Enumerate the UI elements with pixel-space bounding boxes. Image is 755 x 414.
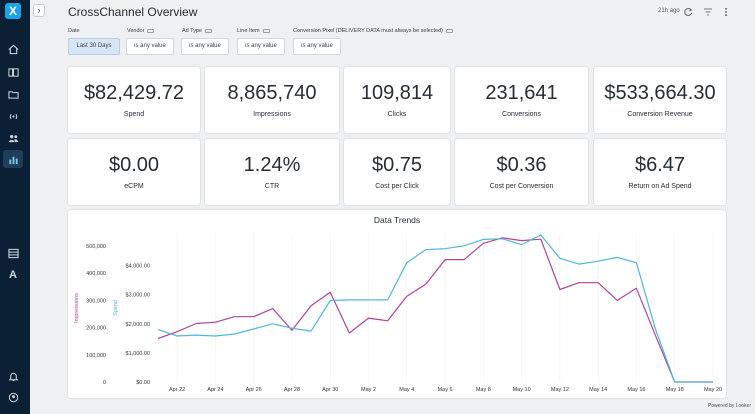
- x-tick-label: May 10: [513, 387, 531, 393]
- folder-icon[interactable]: [3, 85, 23, 103]
- x-tick-label: Apr 26: [246, 387, 262, 393]
- kpi-label: Impressions: [253, 111, 291, 118]
- kpi-value: $533,664.30: [604, 82, 716, 104]
- filter-label-line-item: Line Item: [237, 28, 270, 34]
- x-tick-label: Apr 28: [284, 387, 300, 393]
- x-tick-label: May 6: [438, 387, 453, 393]
- data-trends-panel: Data Trends Apr 22 Apr 24 Apr 26 Apr 28 Apr …: [68, 210, 726, 398]
- kpi-label: Return on Ad Spend: [628, 183, 692, 190]
- y-left-tick-label: 0: [103, 380, 106, 386]
- kpi-label: eCPM: [124, 183, 144, 190]
- chart-icon[interactable]: [3, 150, 23, 168]
- filter-label-vendor: Vendor: [127, 28, 155, 34]
- font-icon[interactable]: A: [9, 269, 17, 281]
- kpi-tile-ctr: 1.24% CTR: [205, 139, 339, 205]
- y-left-tick-label: 100,000: [86, 353, 106, 359]
- kpi-value: $6.47: [634, 154, 686, 176]
- kpi-value: 109,814: [360, 82, 434, 104]
- kpi-tile-impressions: 8,865,740 Impressions: [205, 67, 339, 133]
- filter-line-item-button[interactable]: is any value: [237, 38, 285, 55]
- kpi-label: Cost per Conversion: [489, 183, 554, 190]
- kpi-value: $0.75: [371, 154, 423, 176]
- x-tick-label: May 8: [476, 387, 491, 393]
- filter-icon[interactable]: [703, 7, 713, 17]
- book-icon[interactable]: [3, 63, 23, 81]
- y-right-tick-label: $2,000.00: [126, 322, 150, 328]
- help-icon[interactable]: [3, 388, 23, 406]
- more-options-icon[interactable]: [721, 7, 731, 17]
- y-left-tick-label: 400,000: [86, 271, 106, 277]
- x-tick-label: May 2: [361, 387, 376, 393]
- people-icon[interactable]: [3, 129, 23, 147]
- kpi-value: 231,641: [485, 82, 558, 104]
- kpi-label: Spend: [123, 111, 145, 118]
- kpi-value: $82,429.72: [83, 82, 185, 104]
- x-tick-label: May 20: [704, 387, 722, 393]
- table-icon[interactable]: [3, 244, 23, 262]
- y-right-tick-label: $0.00: [136, 380, 150, 386]
- bell-icon[interactable]: [3, 367, 23, 385]
- kpi-value: 8,865,740: [227, 82, 317, 104]
- kpi-label: Conversion Revenue: [627, 111, 693, 118]
- filter-label-ad-type: Ad Type: [182, 28, 213, 34]
- filter-tag-icon: [147, 29, 155, 33]
- sidebar-toggle-button[interactable]: ›: [33, 4, 45, 17]
- y-left-tick-label: 500,000: [86, 244, 106, 250]
- x-tick-label: Apr 24: [207, 387, 223, 393]
- y-right-axis-title: Spend: [113, 300, 119, 316]
- page-title: CrossChannel Overview: [68, 5, 198, 19]
- kpi-tile-conversions: 231,641 Conversions: [455, 67, 588, 133]
- y-right-tick-label: $4,000.00: [126, 264, 150, 270]
- kpi-tile-conversion-revenue: $533,664.30 Conversion Revenue: [594, 67, 726, 133]
- x-tick-label: Apr 22: [169, 387, 185, 393]
- filter-tag-icon: [446, 29, 453, 33]
- last-updated-text: 21h ago: [658, 8, 680, 14]
- y-right-tick-label: $1,000.00: [126, 351, 150, 357]
- filter-ad-type-button[interactable]: is any value: [181, 38, 229, 55]
- x-tick-label: May 4: [399, 387, 414, 393]
- x-tick-label: May 12: [551, 387, 569, 393]
- kpi-label: Cost per Click: [375, 183, 419, 190]
- app-logo[interactable]: X: [5, 3, 21, 19]
- kpi-label: Clicks: [387, 111, 407, 118]
- x-tick-label: May 16: [627, 387, 645, 393]
- home-icon[interactable]: [3, 40, 23, 58]
- refresh-icon[interactable]: [683, 7, 693, 17]
- y-left-tick-label: 300,000: [86, 298, 106, 304]
- kpi-tile-ecpm: $0.00 eCPM: [68, 139, 200, 205]
- filter-vendor-button[interactable]: is any value: [126, 38, 174, 55]
- chart-title: Data Trends: [373, 215, 421, 225]
- kpi-tile-clicks: 109,814 Clicks: [344, 67, 450, 133]
- kpi-tile-cost-per-click: $0.75 Cost per Click: [344, 139, 450, 205]
- x-tick-label: Apr 30: [322, 387, 338, 393]
- filter-tag-icon: [262, 29, 270, 33]
- x-tick-label: May 18: [666, 387, 684, 393]
- y-left-tick-label: 200,000: [86, 326, 106, 332]
- kpi-value: $0.36: [496, 154, 547, 176]
- filter-date-button[interactable]: Last 30 Days: [68, 38, 120, 55]
- data-trends-chart[interactable]: Apr 22 Apr 24 Apr 26 Apr 28 Apr 30 May 2 May 4…: [68, 210, 726, 398]
- kpi-tile-spend: $82,429.72 Spend: [68, 67, 200, 133]
- filter-label-date: Date: [68, 28, 80, 34]
- filter-tag-icon: [205, 29, 213, 33]
- kpi-value: 1.24%: [243, 154, 301, 176]
- kpi-tile-return-on-ad-spend: $6.47 Return on Ad Spend: [594, 139, 726, 205]
- kpi-tile-cost-per-conversion: $0.36 Cost per Conversion: [455, 139, 588, 205]
- filter-label-conversion-pixel: Conversion Pixel (DELIVERY DATA must alw…: [293, 28, 453, 34]
- y-left-axis-title: Impressions: [74, 293, 80, 323]
- filter-conversion-pixel-button[interactable]: is any value: [293, 38, 341, 55]
- kpi-label: Conversions: [502, 111, 541, 118]
- broadcast-icon[interactable]: [3, 107, 23, 125]
- x-tick-label: May 14: [589, 387, 607, 393]
- series-line-impressions: [157, 237, 713, 383]
- powered-by-footer: Powered by Looker: [707, 403, 751, 409]
- y-right-tick-label: $3,000.00: [126, 293, 150, 299]
- sidebar: X A: [0, 0, 30, 414]
- kpi-value: $0.00: [108, 154, 160, 176]
- kpi-label: CTR: [264, 183, 280, 190]
- series-line-spend: [157, 234, 713, 383]
